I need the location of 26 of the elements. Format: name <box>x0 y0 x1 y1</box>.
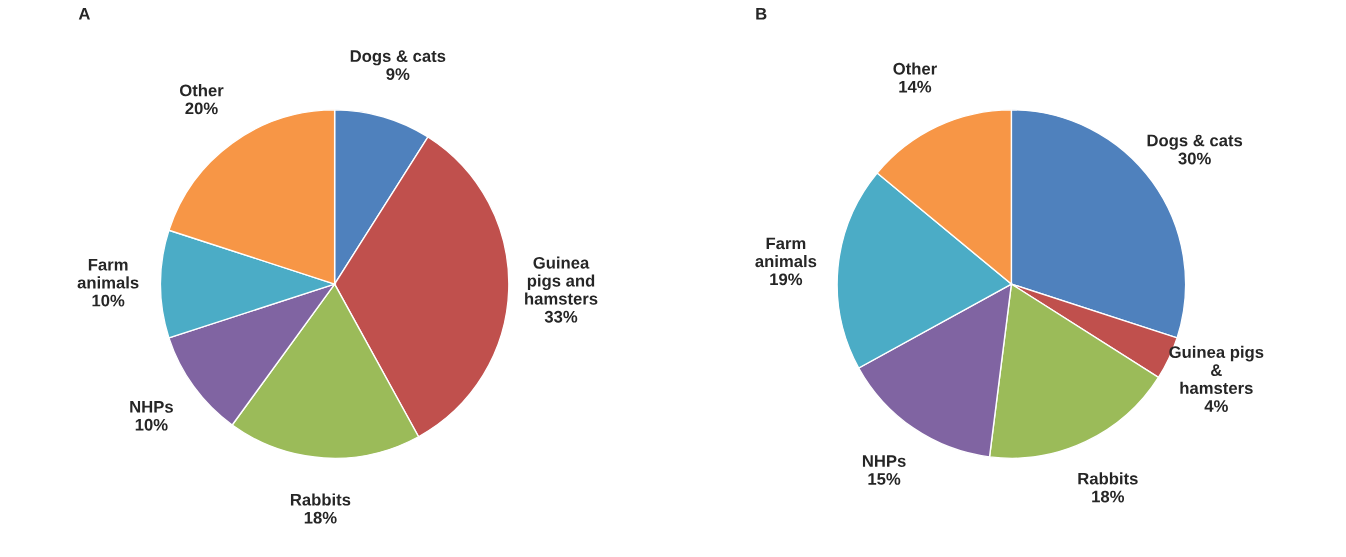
slice-label: Farm animals <box>77 258 139 289</box>
data-label: 14% <box>899 80 932 93</box>
slice-label: NHPs <box>130 401 173 413</box>
slice-label: Dogs & cats <box>1147 134 1243 150</box>
slice-label: Rabbits <box>290 493 351 506</box>
data-label: 33% <box>544 310 578 323</box>
data-label: 4% <box>1204 400 1228 412</box>
chart-title: B <box>756 8 767 20</box>
data-label: 15% <box>868 473 901 485</box>
slice-label: Guinea pigs & hamsters <box>1169 345 1264 394</box>
slice-label: Farm animals <box>755 237 817 268</box>
slice-label: Other <box>179 84 224 97</box>
data-label: 18% <box>304 511 337 524</box>
data-label: 20% <box>185 102 218 115</box>
slice-label: Dogs & cats <box>350 50 446 66</box>
data-label: 9% <box>386 68 410 81</box>
data-label: 19% <box>770 273 803 286</box>
data-label: 30% <box>1178 152 1211 165</box>
chart-title: A <box>78 8 90 20</box>
slice-label: Other <box>893 62 937 75</box>
data-label: 10% <box>135 418 168 431</box>
slice-label: Guinea pigs and hamsters <box>525 256 598 305</box>
data-label: 18% <box>1092 490 1125 503</box>
slice-label: Rabbits <box>1078 472 1138 485</box>
slice-label: NHPs <box>862 455 906 467</box>
data-label: 10% <box>92 294 125 307</box>
